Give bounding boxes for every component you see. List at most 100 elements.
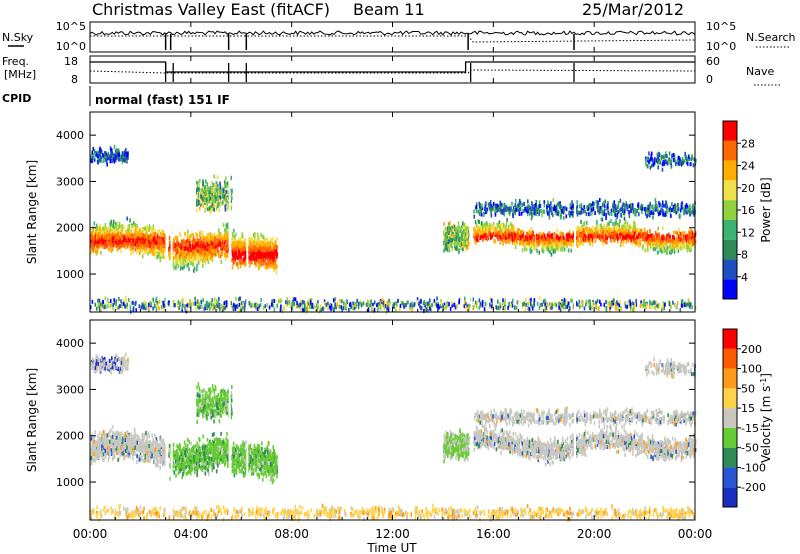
echo-mark [249, 263, 251, 268]
echo-mark [225, 246, 228, 251]
echo-mark [102, 159, 105, 164]
echo-mark [192, 235, 195, 240]
echo-mark [226, 223, 228, 227]
echo-mark [253, 249, 255, 253]
echo-mark [514, 203, 517, 208]
echo-mark [458, 249, 460, 253]
echo-mark [222, 223, 225, 228]
echo-mark [153, 227, 155, 232]
echo-mark [209, 185, 212, 190]
echo-mark [146, 227, 149, 231]
echo-mark [587, 238, 589, 243]
echo-mark [164, 236, 166, 241]
echo-mark [224, 245, 226, 250]
echo-mark [209, 238, 211, 243]
echo-mark [115, 236, 118, 241]
echo-mark [681, 201, 683, 206]
echo-mark [511, 232, 513, 237]
echo-mark [582, 223, 585, 227]
echo-mark [647, 241, 650, 246]
echo-mark [145, 233, 148, 238]
echo-mark [242, 257, 245, 262]
echo-mark [599, 223, 602, 228]
echo-mark [207, 249, 210, 254]
echo-mark [521, 231, 524, 236]
echo-mark [123, 150, 126, 155]
echo-mark [262, 243, 264, 248]
echo-mark [226, 225, 229, 230]
echo-mark [232, 236, 235, 240]
echo-mark [196, 233, 198, 238]
echo-mark [223, 253, 226, 258]
echo-mark [516, 232, 518, 237]
echo-mark [678, 241, 680, 246]
echo-mark [686, 243, 688, 248]
echo-mark [198, 241, 201, 246]
echo-mark [196, 187, 198, 192]
echo-mark [210, 207, 213, 212]
echo-mark [206, 257, 209, 262]
echo-mark [201, 259, 204, 264]
echo-mark [122, 238, 125, 243]
echo-mark [556, 243, 558, 248]
echo-mark [516, 240, 518, 245]
echo-mark [141, 254, 144, 259]
echo-mark [231, 240, 233, 245]
echo-mark [108, 247, 110, 252]
echo-mark [231, 258, 233, 263]
echo-mark [672, 207, 674, 212]
echo-mark [516, 236, 518, 241]
echo-mark [445, 245, 447, 250]
echo-mark [667, 239, 670, 244]
echo-mark [114, 233, 117, 238]
echo-mark [118, 153, 120, 158]
echo-mark [200, 191, 203, 196]
echo-mark [130, 246, 132, 251]
echo-mark [687, 208, 689, 213]
echo-mark [158, 238, 160, 243]
echo-mark [459, 239, 462, 244]
echo-mark [507, 227, 510, 232]
echo-mark [153, 243, 155, 248]
echo-mark [195, 248, 197, 253]
echo-mark [147, 238, 149, 243]
echo-mark [100, 158, 103, 163]
echo-mark [519, 233, 521, 238]
echo-mark [260, 233, 262, 238]
echo-mark [90, 229, 93, 233]
echo-mark [268, 247, 271, 252]
echo-mark [208, 256, 210, 261]
echo-mark [649, 201, 651, 206]
echo-mark [208, 190, 211, 195]
echo-mark [458, 242, 461, 247]
echo-mark [582, 233, 584, 237]
echo-mark [631, 206, 633, 211]
echo-mark [514, 245, 517, 249]
echo-mark [646, 235, 649, 240]
echo-mark [694, 239, 697, 244]
echo-mark [194, 239, 196, 243]
echo-mark [666, 235, 668, 240]
echo-mark [217, 183, 219, 188]
echo-mark [531, 213, 534, 218]
echo-mark [104, 226, 106, 231]
echo-mark [530, 211, 533, 216]
echo-mark [608, 228, 611, 233]
echo-mark [199, 188, 202, 193]
echo-mark [521, 238, 524, 243]
echo-mark [192, 232, 194, 237]
echo-mark [602, 212, 604, 217]
echo-mark [176, 250, 179, 254]
echo-mark [181, 266, 184, 271]
echo-mark [254, 256, 256, 261]
echo-mark [138, 238, 141, 243]
echo-mark [663, 236, 665, 241]
echo-mark [665, 241, 667, 246]
echo-mark [210, 193, 212, 198]
echo-mark [555, 247, 558, 252]
echo-mark [518, 207, 521, 212]
echo-mark [467, 245, 469, 250]
echo-mark [508, 232, 510, 237]
echo-mark [673, 240, 675, 245]
echo-mark [496, 208, 499, 212]
